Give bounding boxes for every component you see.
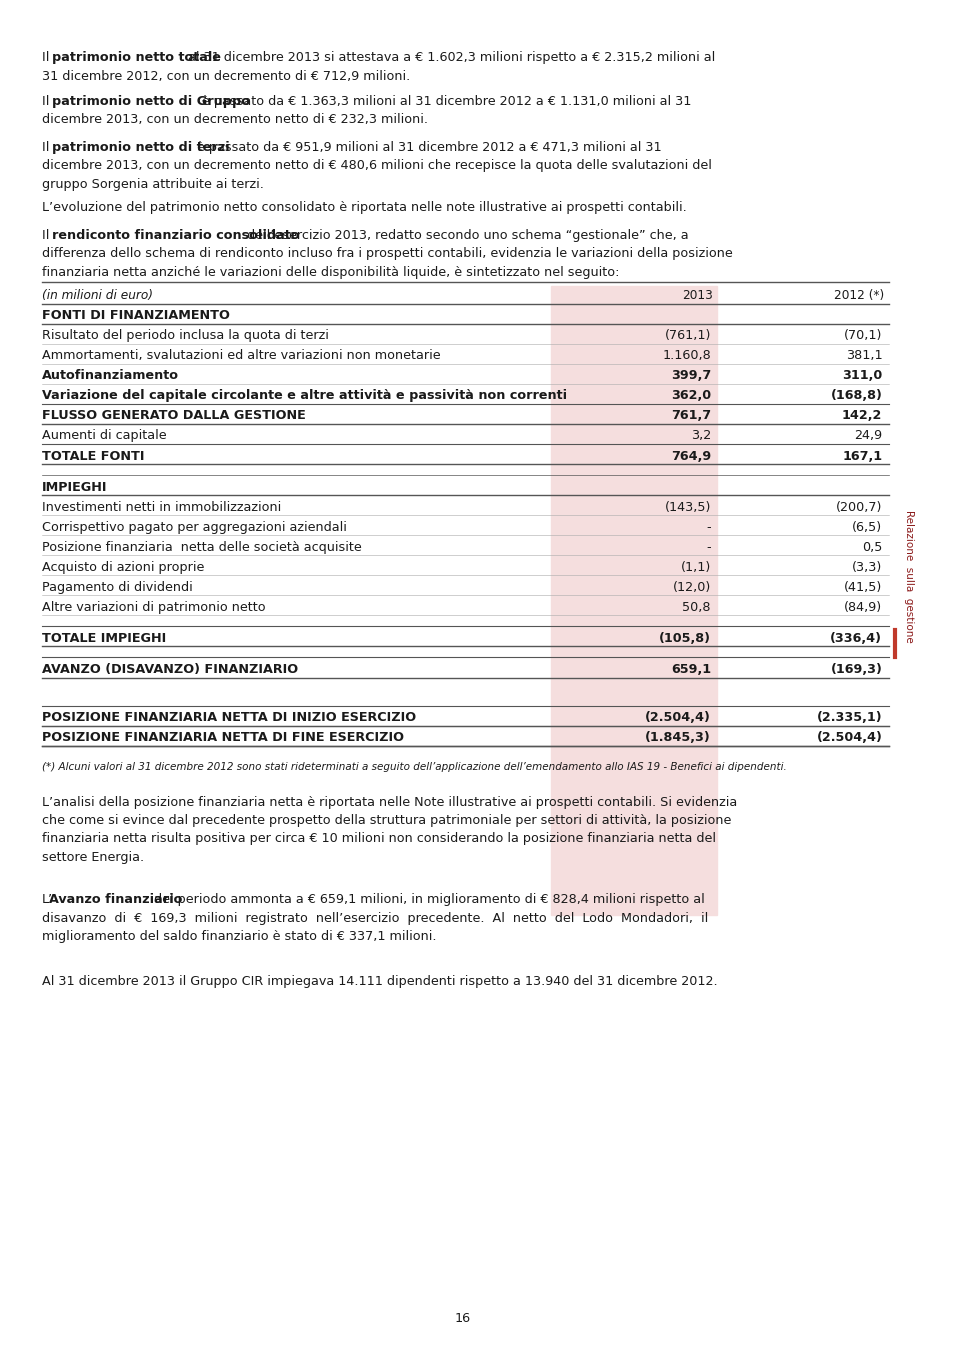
Text: Variazione del capitale circolante e altre attività e passività non correnti: Variazione del capitale circolante e alt…	[41, 389, 566, 402]
Text: (41,5): (41,5)	[844, 581, 882, 593]
Text: Corrispettivo pagato per aggregazioni aziendali: Corrispettivo pagato per aggregazioni az…	[41, 520, 347, 534]
Text: Il: Il	[41, 51, 53, 65]
Text: 167,1: 167,1	[842, 450, 882, 462]
Text: (84,9): (84,9)	[844, 600, 882, 614]
Text: (168,8): (168,8)	[830, 389, 882, 402]
Text: (3,3): (3,3)	[852, 561, 882, 573]
Text: -: -	[707, 520, 711, 534]
Text: POSIZIONE FINANZIARIA NETTA DI INIZIO ESERCIZIO: POSIZIONE FINANZIARIA NETTA DI INIZIO ES…	[41, 711, 416, 724]
Text: 2012 (*): 2012 (*)	[834, 289, 884, 302]
Text: L’evoluzione del patrimonio netto consolidato è riportata nelle note illustrativ: L’evoluzione del patrimonio netto consol…	[41, 201, 686, 214]
Text: dicembre 2013, con un decremento netto di € 232,3 milioni.: dicembre 2013, con un decremento netto d…	[41, 114, 427, 126]
Text: POSIZIONE FINANZIARIA NETTA DI FINE ESERCIZIO: POSIZIONE FINANZIARIA NETTA DI FINE ESER…	[41, 732, 403, 744]
Text: Risultato del periodo inclusa la quota di terzi: Risultato del periodo inclusa la quota d…	[41, 329, 328, 343]
Text: (2.504,4): (2.504,4)	[645, 711, 711, 724]
Text: 2013: 2013	[682, 289, 713, 302]
Text: (in milioni di euro): (in milioni di euro)	[41, 289, 153, 302]
Text: Autofinanziamento: Autofinanziamento	[41, 370, 179, 382]
Text: (761,1): (761,1)	[664, 329, 711, 343]
Text: (2.504,4): (2.504,4)	[816, 732, 882, 744]
Text: -: -	[707, 541, 711, 554]
Text: Relazione  sulla  gestione: Relazione sulla gestione	[904, 509, 914, 642]
Bar	[551, 286, 717, 915]
Text: TOTALE IMPIEGHI: TOTALE IMPIEGHI	[41, 631, 166, 645]
Text: del periodo ammonta a € 659,1 milioni, in miglioramento di € 828,4 milioni rispe: del periodo ammonta a € 659,1 milioni, i…	[150, 893, 705, 906]
Text: (336,4): (336,4)	[830, 631, 882, 645]
Text: (*) Alcuni valori al 31 dicembre 2012 sono stati rideterminati a seguito dell’ap: (*) Alcuni valori al 31 dicembre 2012 so…	[41, 762, 786, 772]
Text: 50,8: 50,8	[683, 600, 711, 614]
Text: Aumenti di capitale: Aumenti di capitale	[41, 430, 166, 443]
Text: FONTI DI FINANZIAMENTO: FONTI DI FINANZIAMENTO	[41, 309, 229, 322]
Text: dell’esercizio 2013, redatto secondo uno schema “gestionale” che, a: dell’esercizio 2013, redatto secondo uno…	[244, 229, 689, 243]
Text: patrimonio netto totale: patrimonio netto totale	[52, 51, 221, 65]
Text: è passato da € 1.363,3 milioni al 31 dicembre 2012 a € 1.131,0 milioni al 31: è passato da € 1.363,3 milioni al 31 dic…	[198, 95, 691, 108]
Text: Avanzo finanziario: Avanzo finanziario	[49, 893, 182, 906]
Text: 311,0: 311,0	[842, 370, 882, 382]
Text: Il: Il	[41, 229, 53, 243]
Text: AVANZO (DISAVANZO) FINANZIARIO: AVANZO (DISAVANZO) FINANZIARIO	[41, 663, 298, 676]
Text: 3,2: 3,2	[691, 430, 711, 443]
Text: (143,5): (143,5)	[664, 500, 711, 514]
Text: Altre variazioni di patrimonio netto: Altre variazioni di patrimonio netto	[41, 600, 265, 614]
Text: Acquisto di azioni proprie: Acquisto di azioni proprie	[41, 561, 204, 573]
Text: settore Energia.: settore Energia.	[41, 851, 144, 863]
Text: (6,5): (6,5)	[852, 520, 882, 534]
Text: Pagamento di dividendi: Pagamento di dividendi	[41, 581, 192, 593]
Text: 381,1: 381,1	[846, 350, 882, 362]
Text: al 31 dicembre 2013 si attestava a € 1.602,3 milioni rispetto a € 2.315,2 milion: al 31 dicembre 2013 si attestava a € 1.6…	[184, 51, 715, 65]
Text: TOTALE FONTI: TOTALE FONTI	[41, 450, 144, 462]
Text: L’: L’	[41, 893, 53, 906]
Text: Ammortamenti, svalutazioni ed altre variazioni non monetarie: Ammortamenti, svalutazioni ed altre vari…	[41, 350, 441, 362]
Text: dicembre 2013, con un decremento netto di € 480,6 milioni che recepisce la quota: dicembre 2013, con un decremento netto d…	[41, 159, 711, 172]
Text: IMPIEGHI: IMPIEGHI	[41, 481, 108, 493]
Text: disavanzo  di  €  169,3  milioni  registrato  nell’esercizio  precedente.  Al  n: disavanzo di € 169,3 milioni registrato …	[41, 912, 708, 924]
Text: 1.160,8: 1.160,8	[662, 350, 711, 362]
Text: 142,2: 142,2	[842, 409, 882, 423]
Text: 764,9: 764,9	[671, 450, 711, 462]
Text: 24,9: 24,9	[854, 430, 882, 443]
Text: che come si evince dal precedente prospetto della struttura patrimoniale per set: che come si evince dal precedente prospe…	[41, 814, 731, 827]
Text: (70,1): (70,1)	[844, 329, 882, 343]
Text: 761,7: 761,7	[671, 409, 711, 423]
Text: Il: Il	[41, 141, 53, 154]
Text: Investimenti netti in immobilizzazioni: Investimenti netti in immobilizzazioni	[41, 500, 281, 514]
Text: (12,0): (12,0)	[673, 581, 711, 593]
Text: gruppo Sorgenia attribuite ai terzi.: gruppo Sorgenia attribuite ai terzi.	[41, 178, 264, 191]
Text: 0,5: 0,5	[862, 541, 882, 554]
Text: 362,0: 362,0	[671, 389, 711, 402]
Text: rendiconto finanziario consolidato: rendiconto finanziario consolidato	[52, 229, 300, 243]
Text: 31 dicembre 2012, con un decremento di € 712,9 milioni.: 31 dicembre 2012, con un decremento di €…	[41, 70, 410, 83]
Text: finanziaria netta risulta positiva per circa € 10 milioni non considerando la po: finanziaria netta risulta positiva per c…	[41, 832, 715, 846]
Text: miglioramento del saldo finanziario è stato di € 337,1 milioni.: miglioramento del saldo finanziario è st…	[41, 930, 436, 943]
Text: finanziaria netta anziché le variazioni delle disponibilità liquide, è sintetizz: finanziaria netta anziché le variazioni …	[41, 266, 619, 279]
Text: patrimonio netto di terzi: patrimonio netto di terzi	[52, 141, 229, 154]
Text: (105,8): (105,8)	[659, 631, 711, 645]
Text: (169,3): (169,3)	[830, 663, 882, 676]
Text: 659,1: 659,1	[671, 663, 711, 676]
Text: 399,7: 399,7	[671, 370, 711, 382]
Text: Al 31 dicembre 2013 il Gruppo CIR impiegava 14.111 dipendenti rispetto a 13.940 : Al 31 dicembre 2013 il Gruppo CIR impieg…	[41, 976, 717, 988]
Text: è passato da € 951,9 milioni al 31 dicembre 2012 a € 471,3 milioni al 31: è passato da € 951,9 milioni al 31 dicem…	[193, 141, 661, 154]
Text: (200,7): (200,7)	[836, 500, 882, 514]
Text: patrimonio netto di Gruppo: patrimonio netto di Gruppo	[52, 95, 250, 108]
Text: (1,1): (1,1)	[681, 561, 711, 573]
Text: 16: 16	[455, 1312, 471, 1325]
Text: differenza dello schema di rendiconto incluso fra i prospetti contabili, evidenz: differenza dello schema di rendiconto in…	[41, 247, 732, 260]
Text: (1.845,3): (1.845,3)	[645, 732, 711, 744]
Text: FLUSSO GENERATO DALLA GESTIONE: FLUSSO GENERATO DALLA GESTIONE	[41, 409, 305, 423]
Text: Posizione finanziaria  netta delle società acquisite: Posizione finanziaria netta delle societ…	[41, 541, 361, 554]
Text: Il: Il	[41, 95, 53, 108]
Text: L’analisi della posizione finanziaria netta è riportata nelle Note illustrative : L’analisi della posizione finanziaria ne…	[41, 795, 737, 809]
Text: (2.335,1): (2.335,1)	[817, 711, 882, 724]
